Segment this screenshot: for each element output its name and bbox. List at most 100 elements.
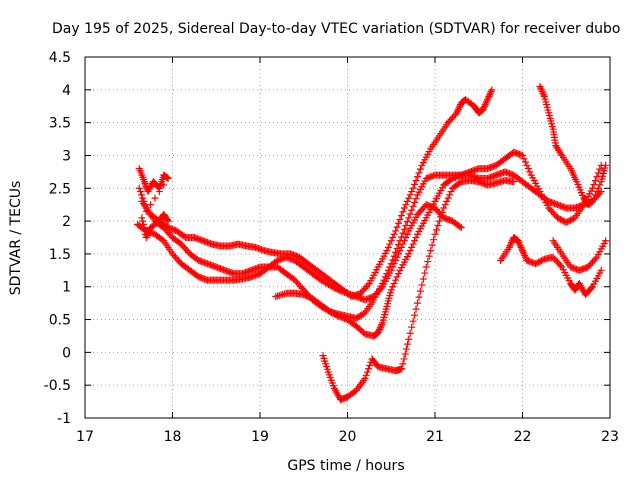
data-point [596,181,604,189]
data-point [387,266,395,274]
data-point [602,237,610,245]
data-point [597,266,605,274]
data-point [408,323,416,331]
y-tick-label: 1 [62,280,71,296]
data-point [414,299,421,307]
data-point [435,217,443,225]
data-point [539,89,547,97]
x-tick-labels: 17 18 19 20 21 22 23 [76,429,619,445]
y-tick-label: 0.5 [49,313,71,329]
data-point [483,97,491,105]
data-point [427,247,435,255]
data-point [396,247,404,255]
data-point [415,293,423,301]
chart-title: Day 195 of 2025, Sidereal Day-to-day VTE… [52,21,620,37]
data-point [540,91,548,99]
data-point [384,243,392,251]
data-point [419,275,427,283]
data-point [590,180,598,188]
data-point [414,173,421,181]
data-point [389,283,397,291]
data-point [164,174,172,182]
data-point [155,188,163,196]
series-track-9 [135,165,172,241]
data-point [487,87,495,95]
data-point [411,311,419,319]
data-point [519,248,527,256]
y-axis-label: SDTVAR / TECUs [8,181,24,296]
data-point [401,350,409,358]
data-point [428,241,436,249]
data-point [454,107,462,115]
data-point [395,219,403,227]
data-point [412,234,420,241]
grid [85,57,610,418]
x-tick-label: 23 [601,429,619,445]
data-point [404,340,412,348]
data-point [397,212,405,220]
data-point [163,216,171,224]
data-point [399,240,407,248]
data-point [403,218,411,226]
x-tick-label: 21 [426,429,444,445]
data-point [374,329,382,337]
data-point [361,375,369,383]
data-point [515,238,523,246]
data-point [481,101,489,109]
data-point [589,197,596,205]
data-point [138,191,146,199]
data-point [400,237,408,245]
data-point [400,204,408,212]
data-point [484,96,491,104]
data-point [481,102,489,110]
data-point [144,229,152,237]
x-tick-label: 18 [164,429,182,445]
data-point [142,234,150,241]
data-point [390,279,398,287]
data-point [434,221,442,229]
data-point [406,191,414,199]
data-point [399,229,407,237]
data-point [516,242,524,250]
data-point [431,230,439,238]
data-point [400,225,408,233]
data-point [455,104,463,112]
data-point [421,269,429,277]
data-point [587,284,595,292]
data-point [402,345,410,353]
data-point [406,247,414,255]
data-point [139,220,147,228]
data-point [523,161,531,169]
data-point [506,242,514,250]
data-marks [134,83,610,404]
data-point [160,181,168,189]
data-point [138,214,146,222]
data-point [136,188,144,196]
data-point [444,194,452,202]
y-tick-label: 3 [62,148,71,164]
data-point [518,245,526,253]
data-point [145,227,153,235]
data-point [456,223,464,231]
data-point [430,236,438,244]
data-point [456,102,464,110]
data-point [425,252,433,260]
data-point [377,322,385,330]
data-point [441,201,449,209]
data-point [593,188,601,196]
data-point [437,213,445,221]
data-point [139,217,147,225]
data-point [412,195,420,203]
series-track-6 [497,234,605,299]
data-point [424,258,432,266]
data-point [457,224,465,232]
series-track-7 [536,83,610,209]
data-point [590,194,598,202]
axis-ticks [84,56,611,419]
data-point [447,188,455,196]
data-point [416,287,424,295]
data-point [398,365,406,373]
data-point [416,165,424,173]
y-tick-label: -0.5 [44,378,71,394]
data-point [396,215,404,223]
